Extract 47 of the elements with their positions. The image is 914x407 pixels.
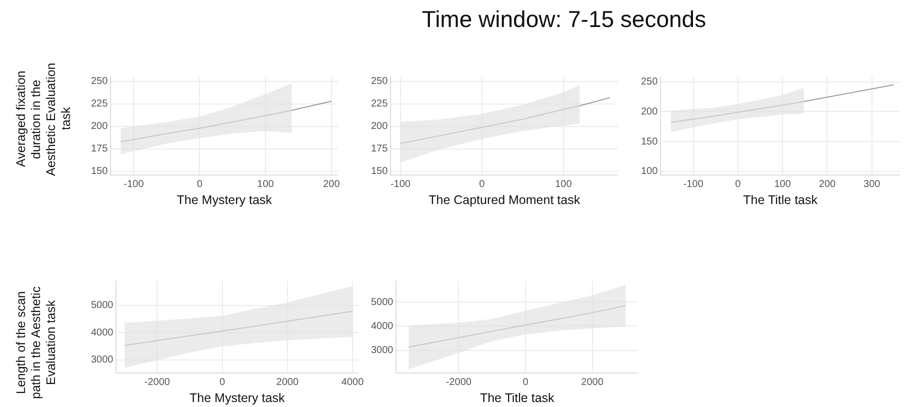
y-tick-label: 4000 xyxy=(370,320,394,332)
y-tick-label: 4000 xyxy=(90,327,114,338)
x-tick-label: 100 xyxy=(774,178,792,190)
y-tick-label: 100 xyxy=(640,166,658,178)
y-tick-label: 225 xyxy=(370,98,388,110)
y-tick-label: 250 xyxy=(90,76,108,88)
x-tick-label: 0 xyxy=(196,178,203,190)
y-tick-label: 250 xyxy=(640,76,658,88)
x-tick-label: -2000 xyxy=(144,376,170,388)
x-tick-label: 0 xyxy=(735,178,742,190)
x-axis-title: The Mystery task xyxy=(176,192,273,207)
x-tick-label: 4000 xyxy=(341,376,364,388)
y-tick-label: 5000 xyxy=(90,300,114,312)
x-axis-title: The Captured Moment task xyxy=(428,192,581,207)
x-axis-title: The Title task xyxy=(743,192,818,207)
x-tick-label: -2000 xyxy=(446,376,472,388)
y-tick-label: 175 xyxy=(90,144,108,155)
x-tick-label: 200 xyxy=(323,178,340,190)
y-tick-label: 150 xyxy=(370,166,388,178)
y-tick-label: 150 xyxy=(640,136,658,148)
x-axis-title: The Title task xyxy=(480,390,556,405)
x-tick-label: 300 xyxy=(864,178,881,190)
x-tick-label: 0 xyxy=(479,178,486,190)
x-tick-label: -100 xyxy=(390,178,411,190)
y-tick-label: 3000 xyxy=(370,345,394,356)
y-tick-label: 175 xyxy=(370,144,388,155)
y-tick-label: 5000 xyxy=(370,296,394,308)
x-axis-title: The Mystery task xyxy=(190,390,286,405)
x-tick-label: 100 xyxy=(555,178,572,190)
x-tick-label: -100 xyxy=(124,178,144,190)
y-tick-label: 250 xyxy=(370,76,388,88)
y-tick-label: 150 xyxy=(90,166,108,178)
x-tick-label: 0 xyxy=(522,376,529,388)
y-tick-label: 200 xyxy=(640,106,658,118)
x-tick-label: 2000 xyxy=(581,376,604,388)
x-tick-label: 100 xyxy=(257,178,274,190)
chart-title: Time window: 7-15 seconds xyxy=(420,6,708,33)
y-tick-label: 3000 xyxy=(90,354,114,366)
y-tick-label: 225 xyxy=(90,98,108,110)
x-tick-label: -100 xyxy=(683,178,704,190)
x-tick-label: 2000 xyxy=(276,376,299,388)
y-axis-title: Length of the scan path in the Aesthetic Evaluation task xyxy=(14,286,59,402)
y-axis-title: Averaged fixation duration in the Aesthetic Evaluation task xyxy=(14,61,74,178)
x-tick-label: 200 xyxy=(818,178,836,190)
y-tick-label: 200 xyxy=(370,121,388,132)
y-tick-label: 200 xyxy=(90,121,108,132)
x-tick-label: 0 xyxy=(220,376,226,388)
